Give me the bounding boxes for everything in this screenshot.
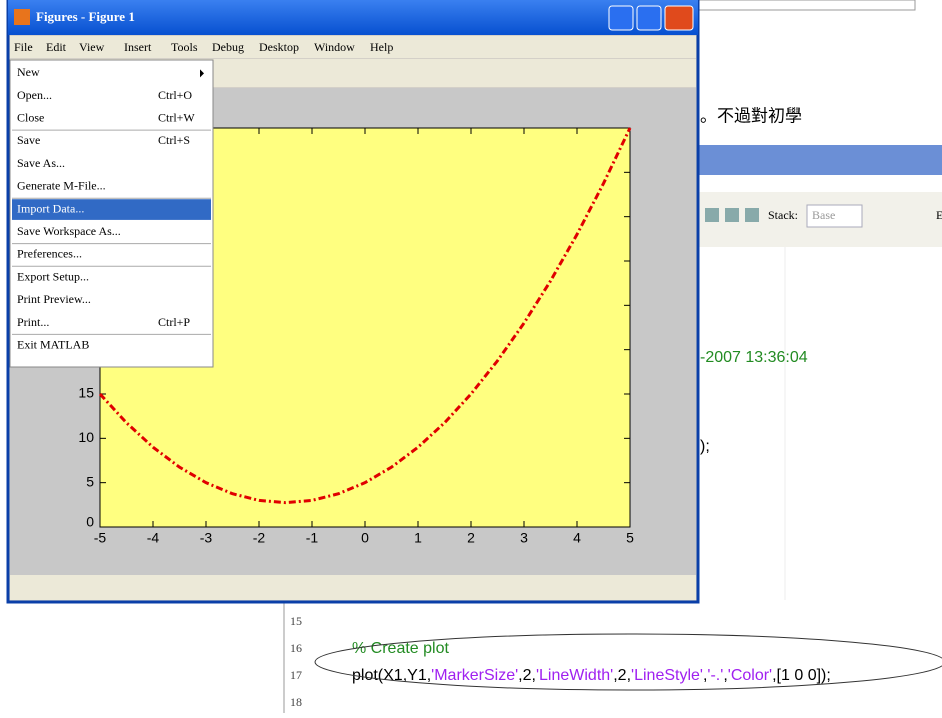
menu-shortcut: Ctrl+O — [158, 88, 192, 102]
y-tick-label: 15 — [78, 385, 94, 401]
stack-value: Base — [812, 208, 835, 222]
timestamp: -2007 13:36:04 — [700, 349, 808, 366]
menu-entry[interactable]: Exit MATLAB — [17, 338, 89, 352]
icon — [745, 208, 759, 222]
x-tick-label: 4 — [573, 530, 581, 546]
menu-entry[interactable]: Export Setup... — [17, 269, 89, 283]
menu-shortcut: Ctrl+P — [158, 315, 190, 329]
menu-entry[interactable]: Preferences... — [17, 247, 82, 261]
menu-item[interactable]: Debug — [212, 40, 244, 54]
x-tick-label: -5 — [94, 530, 107, 546]
page: 。不過對初學 Stack: Base E -2007 13:36:04 ); 1… — [0, 0, 942, 713]
code-token: ,[1 0 0]); — [772, 667, 831, 684]
x-tick-label: 5 — [626, 530, 634, 546]
code-token: 'MarkerSize' — [431, 667, 518, 684]
menu-entry[interactable]: Save As... — [17, 156, 65, 170]
code-token: ,2, — [613, 667, 631, 684]
x-tick-label: 2 — [467, 530, 475, 546]
x-tick-label: 3 — [520, 530, 528, 546]
y-tick-label: 5 — [86, 473, 94, 489]
menu-item[interactable]: View — [79, 40, 105, 54]
x-tick-label: 0 — [361, 530, 369, 546]
menu-item[interactable]: Tools — [171, 40, 198, 54]
window-title: Figures - Figure 1 — [36, 9, 135, 24]
line-number: 16 — [290, 641, 302, 655]
icon — [705, 208, 719, 222]
doc-box — [690, 0, 915, 10]
status-bar — [10, 575, 696, 600]
icon — [725, 208, 739, 222]
menu-shortcut: Ctrl+W — [158, 111, 195, 125]
doc-text: 。不過對初學 — [700, 106, 802, 125]
x-tick-label: 1 — [414, 530, 422, 546]
maximize-button[interactable] — [637, 6, 661, 30]
menu-entry[interactable]: Open... — [17, 88, 52, 102]
y-tick-label: 0 — [86, 514, 94, 530]
edge-text: E — [936, 208, 942, 222]
menu-item[interactable]: Window — [314, 40, 355, 54]
code-token: 'LineStyle' — [631, 667, 703, 684]
menu-entry[interactable]: Generate M-File... — [17, 179, 106, 193]
menu-item[interactable]: Edit — [46, 40, 67, 54]
line-number: 17 — [290, 668, 302, 682]
code-token: 'Color' — [728, 667, 772, 684]
doc-bar — [697, 145, 942, 175]
menu-item[interactable]: Insert — [124, 40, 152, 54]
line-number: 18 — [290, 695, 302, 709]
menu-entry[interactable]: Save Workspace As... — [17, 224, 121, 238]
menu-entry[interactable]: Print... — [17, 315, 49, 329]
menu-item[interactable]: Help — [370, 40, 393, 54]
screen: 。不過對初學 Stack: Base E -2007 13:36:04 ); 1… — [0, 0, 942, 713]
app-icon — [14, 9, 30, 25]
menu-item[interactable]: File — [14, 40, 33, 54]
file-menu: New Open... Ctrl+O Close Ctrl+W Save Ctrl+S Sav… — [10, 60, 213, 367]
code-line: plot(X1,Y1,'MarkerSize',2,'LineWidth',2,… — [352, 667, 831, 684]
y-tick-label: 10 — [78, 429, 94, 445]
code-token: plot(X1,Y1, — [352, 667, 431, 684]
menu-entry[interactable]: Save — [17, 133, 40, 147]
x-tick-label: -2 — [253, 530, 266, 546]
stack-label: Stack: — [768, 208, 798, 222]
menu-entry[interactable]: Close — [17, 111, 44, 125]
menu-shortcut: Ctrl+S — [158, 133, 190, 147]
code-token: '-.' — [707, 667, 723, 684]
x-tick-label: -1 — [306, 530, 319, 546]
menu-entry[interactable]: New — [17, 65, 40, 79]
code-token: 'LineWidth' — [536, 667, 613, 684]
x-tick-label: -3 — [200, 530, 213, 546]
x-tick-label: -4 — [147, 530, 160, 546]
menu-entry[interactable]: Import Data... — [17, 201, 84, 215]
menu-item[interactable]: Desktop — [259, 40, 299, 54]
line-number: 15 — [290, 614, 302, 628]
close-button[interactable] — [665, 6, 693, 30]
menu-entry[interactable]: Print Preview... — [17, 292, 91, 306]
minimize-button[interactable] — [609, 6, 633, 30]
code-token: ,2, — [518, 667, 536, 684]
code-fragment: ); — [700, 438, 710, 455]
